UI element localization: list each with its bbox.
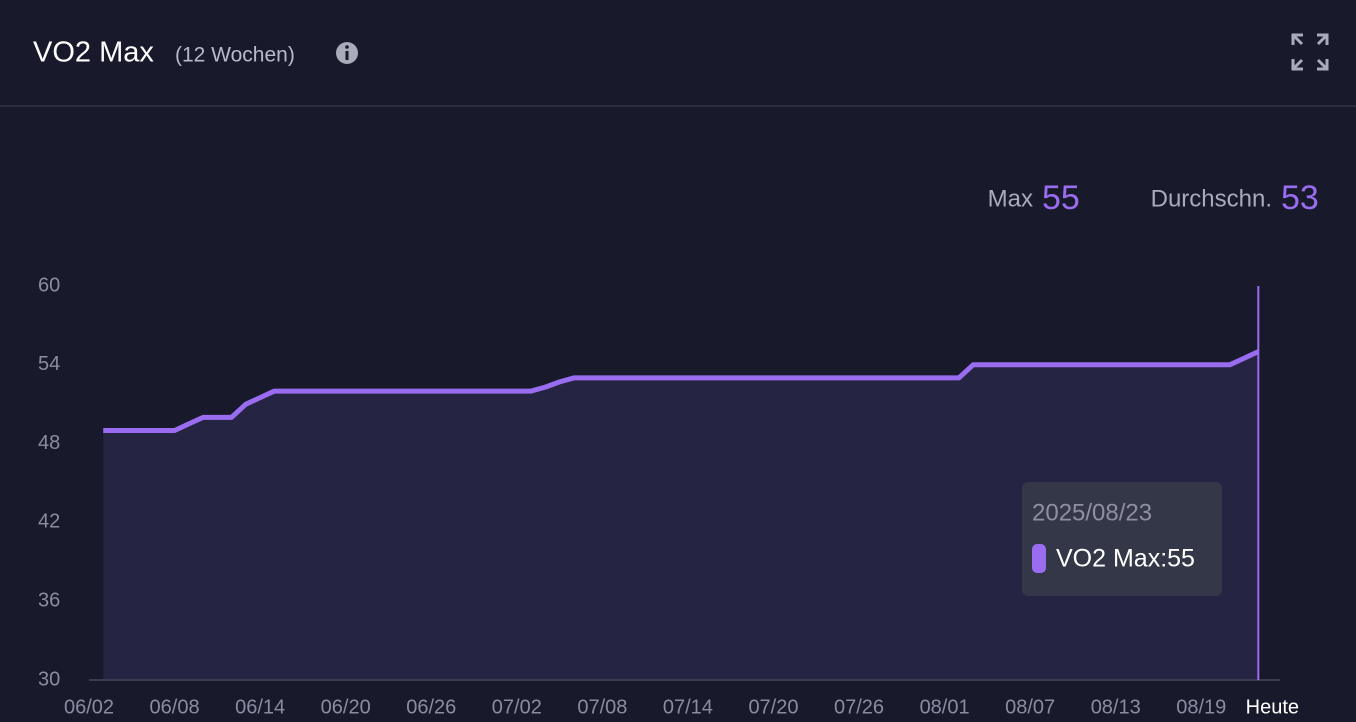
- x-tick-label: 07/14: [663, 696, 713, 718]
- x-tick-label: 07/08: [577, 696, 627, 718]
- y-tick-label: 60: [38, 274, 60, 296]
- x-tick-label: 07/02: [492, 696, 542, 718]
- x-tick-label: 06/14: [235, 696, 285, 718]
- tooltip-swatch: [1032, 544, 1046, 573]
- stat-value: 53: [1281, 179, 1319, 217]
- y-tick-label: 36: [38, 589, 60, 611]
- y-tick-label: 48: [38, 432, 60, 454]
- tooltip-text: VO2 Max:55: [1056, 545, 1195, 573]
- x-tick-label: 08/19: [1176, 696, 1226, 718]
- y-tick-label: 54: [38, 353, 60, 375]
- line: [103, 349, 1260, 433]
- card-title: VO2 Max: [33, 37, 154, 69]
- area-fill: [103, 351, 1259, 680]
- tooltip-box: [1022, 482, 1222, 596]
- tooltip: 2025/08/23 VO2 Max:55: [1022, 482, 1222, 596]
- x-tick-label: 06/02: [64, 696, 114, 718]
- x-tick-label: 08/07: [1005, 696, 1055, 718]
- x-tick-label: 06/26: [406, 696, 456, 718]
- tooltip-title: 2025/08/23: [1032, 499, 1152, 526]
- x-tick-label: 06/20: [321, 696, 371, 718]
- plot: 30 36 42 48 54 60 06/02 06/08 06/14 06/20 06/26 07/…: [38, 274, 1299, 718]
- x-tick-label: 08/01: [920, 696, 970, 718]
- expand-icon[interactable]: [1291, 33, 1329, 71]
- stat-label: Max: [988, 185, 1033, 212]
- y-tick-label: 42: [38, 511, 60, 533]
- y-tick-label: 30: [38, 668, 60, 690]
- x-tick-label: 07/20: [748, 696, 798, 718]
- x-tick-label: Heute: [1246, 696, 1299, 718]
- x-tick-label: 07/26: [834, 696, 884, 718]
- stat-label: Durchschn.: [1151, 185, 1272, 212]
- stat-value: 55: [1042, 179, 1080, 217]
- x-tick-label: 08/13: [1091, 696, 1141, 718]
- info-icon[interactable]: [336, 42, 358, 64]
- x-tick-label: 06/08: [150, 696, 200, 718]
- card-subtitle: (12 Wochen): [175, 44, 295, 67]
